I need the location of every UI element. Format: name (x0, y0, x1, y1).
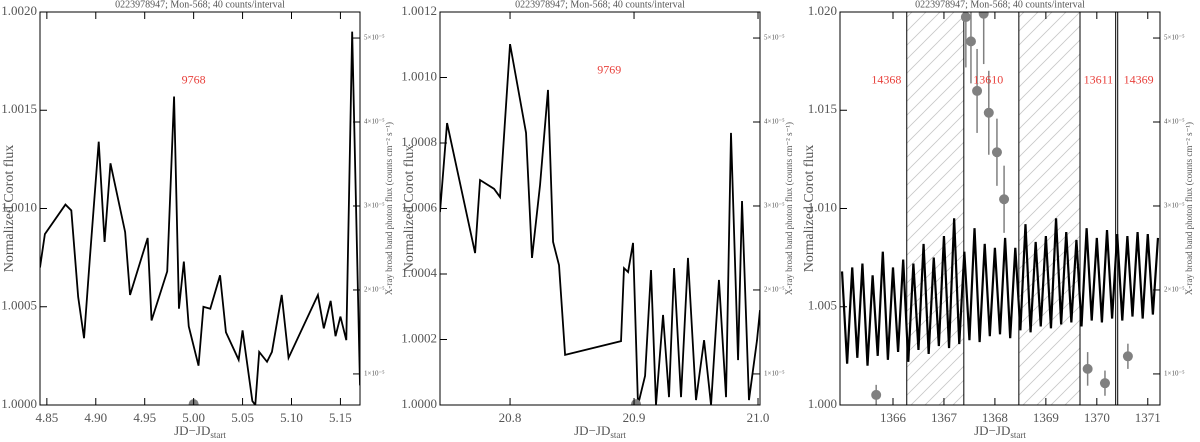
y2-tick-label: 4×10⁻⁵ (364, 118, 385, 126)
x-tick-label: 5.10 (280, 410, 303, 425)
x-tick-label: 4.95 (133, 410, 156, 425)
y-tick-label: 1.000 (808, 396, 837, 411)
y2-tick-label: 1×10⁻⁵ (1164, 370, 1185, 378)
y-tick-label: 1.015 (808, 101, 837, 116)
x-axis-label-main: JD−JD (174, 423, 210, 438)
y-axis-label: Normalized Corot flux (802, 145, 817, 273)
y2-tick-label: 1×10⁻⁵ (364, 370, 385, 378)
xray-point (983, 107, 994, 118)
y2-tick-label: 3×10⁻⁵ (764, 202, 785, 210)
y2-axis-label: X-ray broad band photon flux (counts cm⁻… (384, 122, 394, 295)
y2-tick-label: 5×10⁻⁵ (764, 34, 785, 42)
y-axis-label: Normalized Corot flux (2, 145, 17, 273)
y-tick-label: 1.0002 (401, 330, 437, 345)
y-tick-label: 1.020 (808, 3, 837, 18)
y2-tick-label: 5×10⁻⁵ (1164, 34, 1185, 42)
y-tick-label: 1.0020 (1, 3, 37, 18)
x-tick-label: 5.05 (231, 410, 254, 425)
y-tick-label: 1.0000 (1, 396, 37, 411)
annotation: 9768 (182, 73, 206, 87)
x-tick-label: 1369 (1033, 410, 1059, 425)
annotation: 13610 (973, 73, 1003, 87)
y2-tick-label: 3×10⁻⁵ (364, 202, 385, 210)
y-axis-label: Normalized Corot flux (402, 145, 417, 273)
xray-point (871, 389, 882, 400)
shaded-interval (1018, 12, 1080, 405)
xray-point (978, 12, 989, 19)
x-axis-label-sub: start (1010, 430, 1026, 440)
annotation: 14368 (871, 73, 901, 87)
xray-point (1082, 363, 1093, 374)
x-tick-label: 4.90 (84, 410, 107, 425)
y-tick-label: 1.0006 (401, 199, 437, 214)
panel-title: 0223978947; Mon-568; 40 counts/interval (115, 0, 285, 10)
y-tick-label: 1.0012 (401, 3, 437, 18)
x-tick-label: 1368 (982, 410, 1008, 425)
y2-tick-label: 3×10⁻⁵ (1164, 202, 1185, 210)
x-axis-label-sub: start (610, 430, 626, 440)
panel-title: 0223978947; Mon-568; 40 counts/interval (515, 0, 685, 10)
x-tick-label: 4.85 (35, 410, 58, 425)
x-tick-label: 20.9 (623, 410, 646, 425)
xray-point (960, 12, 971, 23)
y2-tick-label: 4×10⁻⁵ (1164, 118, 1185, 126)
panel-title: 0223978947; Mon-568; 40 counts/interval (915, 0, 1085, 10)
annotation: 9769 (597, 63, 621, 77)
y-tick-label: 1.005 (808, 298, 837, 313)
plot-area (40, 31, 360, 405)
x-axis-label-main: JD−JD (974, 423, 1010, 438)
y-tick-label: 1.0010 (401, 68, 437, 83)
y2-tick-label: 5×10⁻⁵ (364, 34, 385, 42)
y-tick-label: 1.010 (808, 199, 837, 214)
x-axis-label: JD−JDstart (974, 423, 1026, 440)
xray-point (1099, 378, 1110, 389)
y-tick-label: 1.0005 (1, 298, 37, 313)
plot-area (840, 12, 1160, 405)
xray-point (965, 36, 976, 47)
annotation: 13611 (1084, 73, 1114, 87)
y2-axis-label: X-ray broad band photon flux (counts cm⁻… (1184, 122, 1194, 295)
annotation: 14369 (1124, 73, 1154, 87)
flux-line (840, 218, 1160, 366)
x-axis-label-sub: start (210, 430, 226, 440)
y2-tick-label: 4×10⁻⁵ (764, 118, 785, 126)
x-tick-label: 1367 (931, 410, 958, 425)
flux-line (40, 31, 360, 405)
plot-area (440, 43, 760, 405)
x-tick-label: 1366 (880, 410, 907, 425)
x-axis-label: JD−JDstart (574, 423, 626, 440)
xray-point (999, 194, 1010, 205)
x-tick-label: 5.15 (329, 410, 352, 425)
y-tick-label: 1.0008 (401, 134, 437, 149)
y2-tick-label: 1×10⁻⁵ (764, 370, 785, 378)
x-tick-label: 1371 (1135, 410, 1161, 425)
xray-point (991, 147, 1002, 158)
y2-tick-label: 2×10⁻⁵ (364, 286, 385, 294)
x-axis-label-main: JD−JD (574, 423, 610, 438)
x-tick-label: 21.0 (747, 410, 770, 425)
x-tick-label: 20.8 (499, 410, 522, 425)
y2-tick-label: 2×10⁻⁵ (764, 286, 785, 294)
y-tick-label: 1.0015 (1, 101, 37, 116)
x-tick-label: 1370 (1084, 410, 1110, 425)
xray-point (972, 85, 983, 96)
y-tick-label: 1.0010 (1, 199, 37, 214)
y2-axis-label: X-ray broad band photon flux (counts cm⁻… (784, 122, 794, 295)
y-tick-label: 1.0004 (401, 265, 437, 280)
xray-point (631, 399, 642, 405)
flux-line (440, 43, 760, 405)
x-axis-label: JD−JDstart (174, 423, 226, 440)
x-tick-label: 5.00 (182, 410, 205, 425)
shaded-interval (906, 12, 964, 405)
y-tick-label: 1.0000 (401, 396, 437, 411)
xray-point (1122, 351, 1133, 362)
y2-tick-label: 2×10⁻⁵ (1164, 286, 1185, 294)
